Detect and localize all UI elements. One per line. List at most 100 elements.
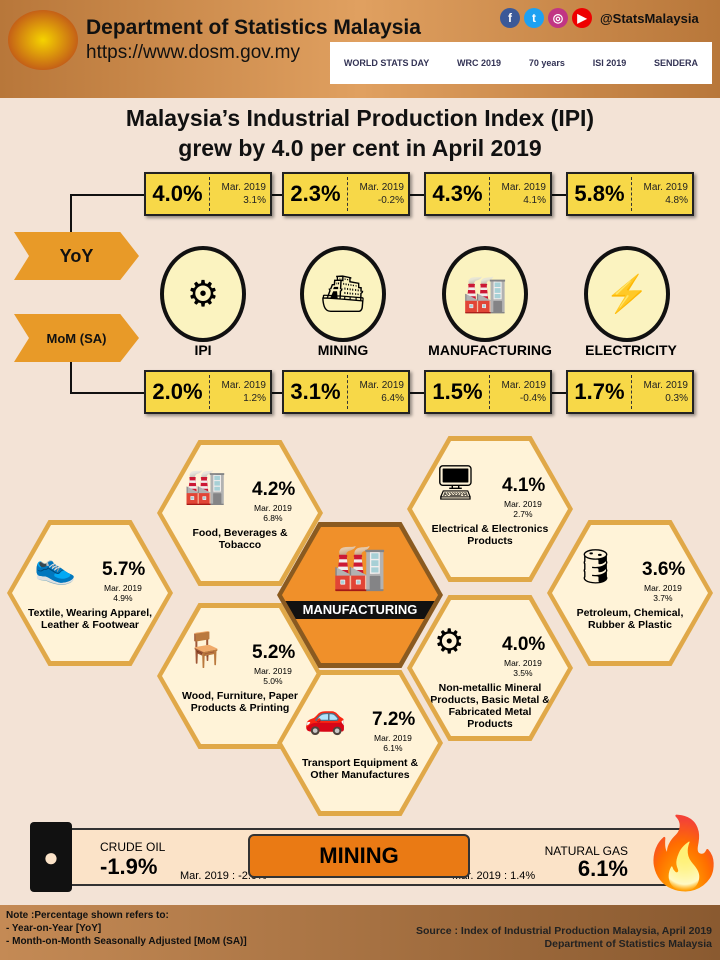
hex-body: 🖥 4.1% Mar. 2019 2.7% Electrical & Electr… [412, 441, 568, 577]
mom-value: 1.7% [568, 375, 632, 409]
mom-prev: Mar. 2019 -0.4% [490, 379, 550, 405]
prev-value: -0.2% [377, 195, 404, 206]
prev-value: 6.1% [383, 743, 403, 753]
prev-value: -0.4% [519, 393, 546, 404]
connector [70, 392, 146, 394]
yoy-prev: Mar. 2019 -0.2% [348, 181, 408, 207]
facebook-icon[interactable]: f [500, 8, 520, 28]
manufacturing-subsector-hex: 🛢 3.6% Mar. 2019 3.7% Petroleum, Chemical… [547, 520, 713, 666]
title-line-2: grew by 4.0 per cent in April 2019 [178, 135, 542, 161]
yoy-box-mining: 2.3% Mar. 2019 -0.2% [282, 172, 410, 216]
connector [70, 194, 146, 196]
mom-box-electricity: 1.7% Mar. 2019 0.3% [566, 370, 694, 414]
prev-value: 3.5% [513, 668, 533, 678]
website-link[interactable]: https://www.dosm.gov.my [86, 42, 300, 63]
subsector-prev: Mar. 2019 5.0% [254, 666, 292, 686]
note-title: Note :Percentage shown refers to: [6, 910, 169, 921]
textile-shoe-icon: 👟 [34, 548, 77, 586]
prev-value: 3.1% [243, 195, 266, 206]
prev-label: Mar. 2019 [359, 380, 404, 391]
mom-prev: Mar. 2019 1.2% [210, 379, 270, 405]
social-handle[interactable]: @StatsMalaysia [600, 10, 699, 26]
connector [70, 348, 72, 394]
mining-title: MINING [248, 834, 470, 878]
ipi-laptop-gear-icon: ⚙ [160, 246, 246, 342]
mining-oil-rig-icon: ⛴ [300, 246, 386, 342]
manufacturing-factory-icon: 🏭 [442, 246, 528, 342]
sector-label-ipi: IPI [194, 342, 212, 358]
department-name: Department of Statistics Malaysia [86, 16, 421, 39]
subsector-value: 4.1% [502, 475, 546, 496]
petroleum-barrels-icon: 🛢 [574, 548, 618, 586]
mom-label: MoM (SA) [14, 314, 139, 362]
prev-value: 0.3% [665, 393, 688, 404]
yoy-box-manufacturing: 4.3% Mar. 2019 4.1% [424, 172, 552, 216]
prev-label: Mar. 2019 [359, 182, 404, 193]
logo: WORLD STATS DAY [343, 58, 430, 68]
prev-value: 4.8% [665, 195, 688, 206]
connector [70, 194, 72, 236]
natural-gas-label: NATURAL GAS [544, 844, 628, 858]
note-mom: - Month-on-Month Seasonally Adjusted [Mo… [6, 936, 247, 947]
prev-value: 3.7% [653, 593, 673, 603]
prev-label: Mar. 2019 [501, 182, 546, 193]
yoy-prev: Mar. 2019 4.1% [490, 181, 550, 207]
manufacturing-subsector-hex: 👟 5.7% Mar. 2019 4.9% Textile, Wearing Ap… [7, 520, 173, 666]
furniture-icon: 🪑 [184, 631, 227, 669]
yoy-box-ipi: 4.0% Mar. 2019 3.1% [144, 172, 272, 216]
youtube-icon[interactable]: ▶ [572, 8, 592, 28]
prev-label: Mar. 2019 [374, 733, 412, 743]
mom-value: 3.1% [284, 375, 348, 409]
crude-oil-prev: Mar. 2019 : -2.0% [180, 870, 267, 882]
sector-label-electricity: ELECTRICITY [585, 342, 677, 358]
logo: 70 years [528, 58, 565, 68]
car-icon: 🚗 [304, 698, 347, 736]
yoy-value: 4.0% [146, 177, 210, 211]
header: Department of Statistics Malaysia https:… [0, 0, 720, 98]
metal-beams-icon: ⚙ [434, 623, 465, 661]
subsector-value: 4.2% [252, 479, 296, 500]
prev-value: 6.8% [263, 513, 283, 523]
hex-body: 🏭 4.2% Mar. 2019 6.8% Food, Beverages & T… [162, 445, 318, 581]
subsector-prev: Mar. 2019 4.9% [104, 583, 142, 603]
logo: SENDERA [654, 58, 699, 68]
prev-value: 4.1% [523, 195, 546, 206]
source: Source : Index of Industrial Production … [416, 925, 712, 951]
hex-body: 🚗 7.2% Mar. 2019 6.1% Transport Equipment… [282, 675, 438, 811]
sector-label-mining: MINING [317, 342, 369, 358]
instagram-icon[interactable]: ◎ [548, 8, 568, 28]
subsector-value: 4.0% [502, 634, 546, 655]
manufacturing-subsector-hex: ⚙ 4.0% Mar. 2019 3.5% Non-metallic Minera… [407, 595, 573, 741]
subsector-value: 5.2% [252, 642, 296, 663]
source-org: Department of Statistics Malaysia [544, 938, 712, 950]
title-line-1: Malaysia’s Industrial Production Index (… [125, 105, 595, 131]
subsector-label: Petroleum, Chemical, Rubber & Plastic [576, 607, 684, 631]
subsector-prev: Mar. 2019 3.5% [504, 658, 542, 678]
twitter-icon[interactable]: t [524, 8, 544, 28]
yoy-value: 5.8% [568, 177, 632, 211]
subsector-prev: Mar. 2019 6.1% [374, 733, 412, 753]
prev-label: Mar. 2019 [501, 380, 546, 391]
hex-body: 👟 5.7% Mar. 2019 4.9% Textile, Wearing Ap… [12, 525, 168, 661]
prev-value: 1.2% [243, 393, 266, 404]
manufacturing-subsector-hex: 🖥 4.1% Mar. 2019 2.7% Electrical & Electr… [407, 436, 573, 582]
sector-label-manufacturing: MANUFACTURING [428, 342, 552, 358]
prev-value: 6.4% [381, 393, 404, 404]
prev-label: Mar. 2019 [643, 380, 688, 391]
partner-logos: WORLD STATS DAY WRC 2019 70 years ISI 20… [330, 42, 712, 84]
logo: WRC 2019 [457, 58, 502, 68]
prev-value: 5.0% [263, 676, 283, 686]
prev-label: Mar. 2019 [254, 503, 292, 513]
page-title: Malaysia’s Industrial Production Index (… [0, 103, 720, 163]
logo: ISI 2019 [592, 58, 627, 68]
note-yoy: - Year-on-Year [YoY] [6, 923, 102, 934]
prev-label: Mar. 2019 [504, 658, 542, 668]
source-text: Source : Index of Industrial Production … [415, 925, 712, 937]
electronics-icon: 🖥 [434, 464, 478, 502]
yoy-prev: Mar. 2019 4.8% [632, 181, 692, 207]
yoy-box-electricity: 5.8% Mar. 2019 4.8% [566, 172, 694, 216]
subsector-value: 7.2% [372, 709, 416, 730]
prev-label: Mar. 2019 [644, 583, 682, 593]
subsector-value: 3.6% [642, 559, 686, 580]
hex-body: 🏭 MANUFACTURING [282, 527, 438, 663]
